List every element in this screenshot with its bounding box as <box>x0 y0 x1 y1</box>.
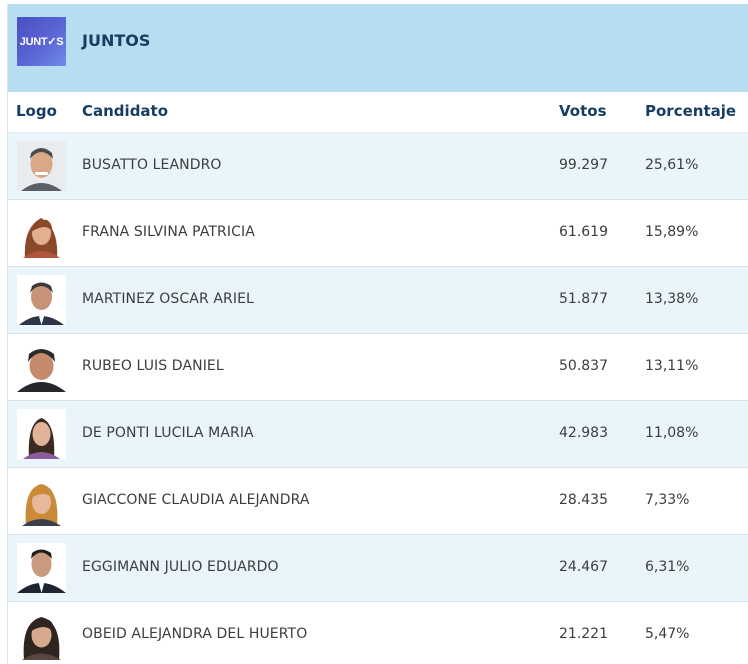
candidate-votes: 28.435 <box>559 492 608 508</box>
table-row: FRANA SILVINA PATRICIA 61.619 15,89% <box>8 200 748 267</box>
candidate-photo <box>17 409 66 459</box>
candidate-photo <box>17 476 66 526</box>
table-row: GIACCONE CLAUDIA ALEJANDRA 28.435 7,33% <box>8 468 748 535</box>
table-row: MARTINEZ OSCAR ARIEL 51.877 13,38% <box>8 267 748 334</box>
candidate-percentage: 5,47% <box>645 626 690 642</box>
candidate-votes: 99.297 <box>559 157 608 173</box>
candidate-percentage: 6,31% <box>645 559 690 575</box>
candidate-name: GIACCONE CLAUDIA ALEJANDRA <box>82 492 310 508</box>
candidate-table-body: BUSATTO LEANDRO 99.297 25,61% FRANA SILV… <box>8 133 748 664</box>
column-header-percentage: Porcentaje <box>645 102 737 120</box>
candidate-name: DE PONTI LUCILA MARIA <box>82 425 254 441</box>
candidate-name: MARTINEZ OSCAR ARIEL <box>82 291 254 307</box>
candidate-name: RUBEO LUIS DANIEL <box>82 358 224 374</box>
candidate-name: FRANA SILVINA PATRICIA <box>82 224 255 240</box>
party-name: JUNTOS <box>82 31 151 50</box>
candidate-name: EGGIMANN JULIO EDUARDO <box>82 559 279 575</box>
results-panel: JUNT✓S JUNTOS Logo Candidato Votos Porce… <box>7 4 748 664</box>
candidate-name: BUSATTO LEANDRO <box>82 157 222 173</box>
table-row: EGGIMANN JULIO EDUARDO 24.467 6,31% <box>8 535 748 602</box>
table-header: Logo Candidato Votos Porcentaje <box>8 92 748 133</box>
column-header-candidate: Candidato <box>82 102 169 120</box>
column-header-votes: Votos <box>559 102 607 120</box>
candidate-photo <box>17 275 66 325</box>
party-header: JUNT✓S JUNTOS <box>8 4 748 92</box>
table-row: OBEID ALEJANDRA DEL HUERTO 21.221 5,47% <box>8 602 748 664</box>
table-row: BUSATTO LEANDRO 99.297 25,61% <box>8 133 748 200</box>
candidate-votes: 61.619 <box>559 224 608 240</box>
candidate-percentage: 11,08% <box>645 425 699 441</box>
candidate-percentage: 13,11% <box>645 358 699 374</box>
candidate-photo <box>17 610 66 660</box>
candidate-votes: 50.837 <box>559 358 608 374</box>
candidate-percentage: 13,38% <box>645 291 699 307</box>
party-logo: JUNT✓S <box>17 17 66 66</box>
candidate-photo <box>17 342 66 392</box>
candidate-photo <box>17 141 66 191</box>
candidate-percentage: 7,33% <box>645 492 690 508</box>
column-header-logo: Logo <box>16 102 57 120</box>
candidate-votes: 21.221 <box>559 626 608 642</box>
candidate-percentage: 15,89% <box>645 224 699 240</box>
candidate-votes: 51.877 <box>559 291 608 307</box>
candidate-percentage: 25,61% <box>645 157 699 173</box>
candidate-votes: 42.983 <box>559 425 608 441</box>
candidate-name: OBEID ALEJANDRA DEL HUERTO <box>82 626 308 642</box>
party-logo-text: JUNT✓S <box>19 36 64 48</box>
candidate-votes: 24.467 <box>559 559 608 575</box>
table-row: RUBEO LUIS DANIEL 50.837 13,11% <box>8 334 748 401</box>
candidate-photo <box>17 208 66 258</box>
candidate-photo <box>17 543 66 593</box>
table-row: DE PONTI LUCILA MARIA 42.983 11,08% <box>8 401 748 468</box>
